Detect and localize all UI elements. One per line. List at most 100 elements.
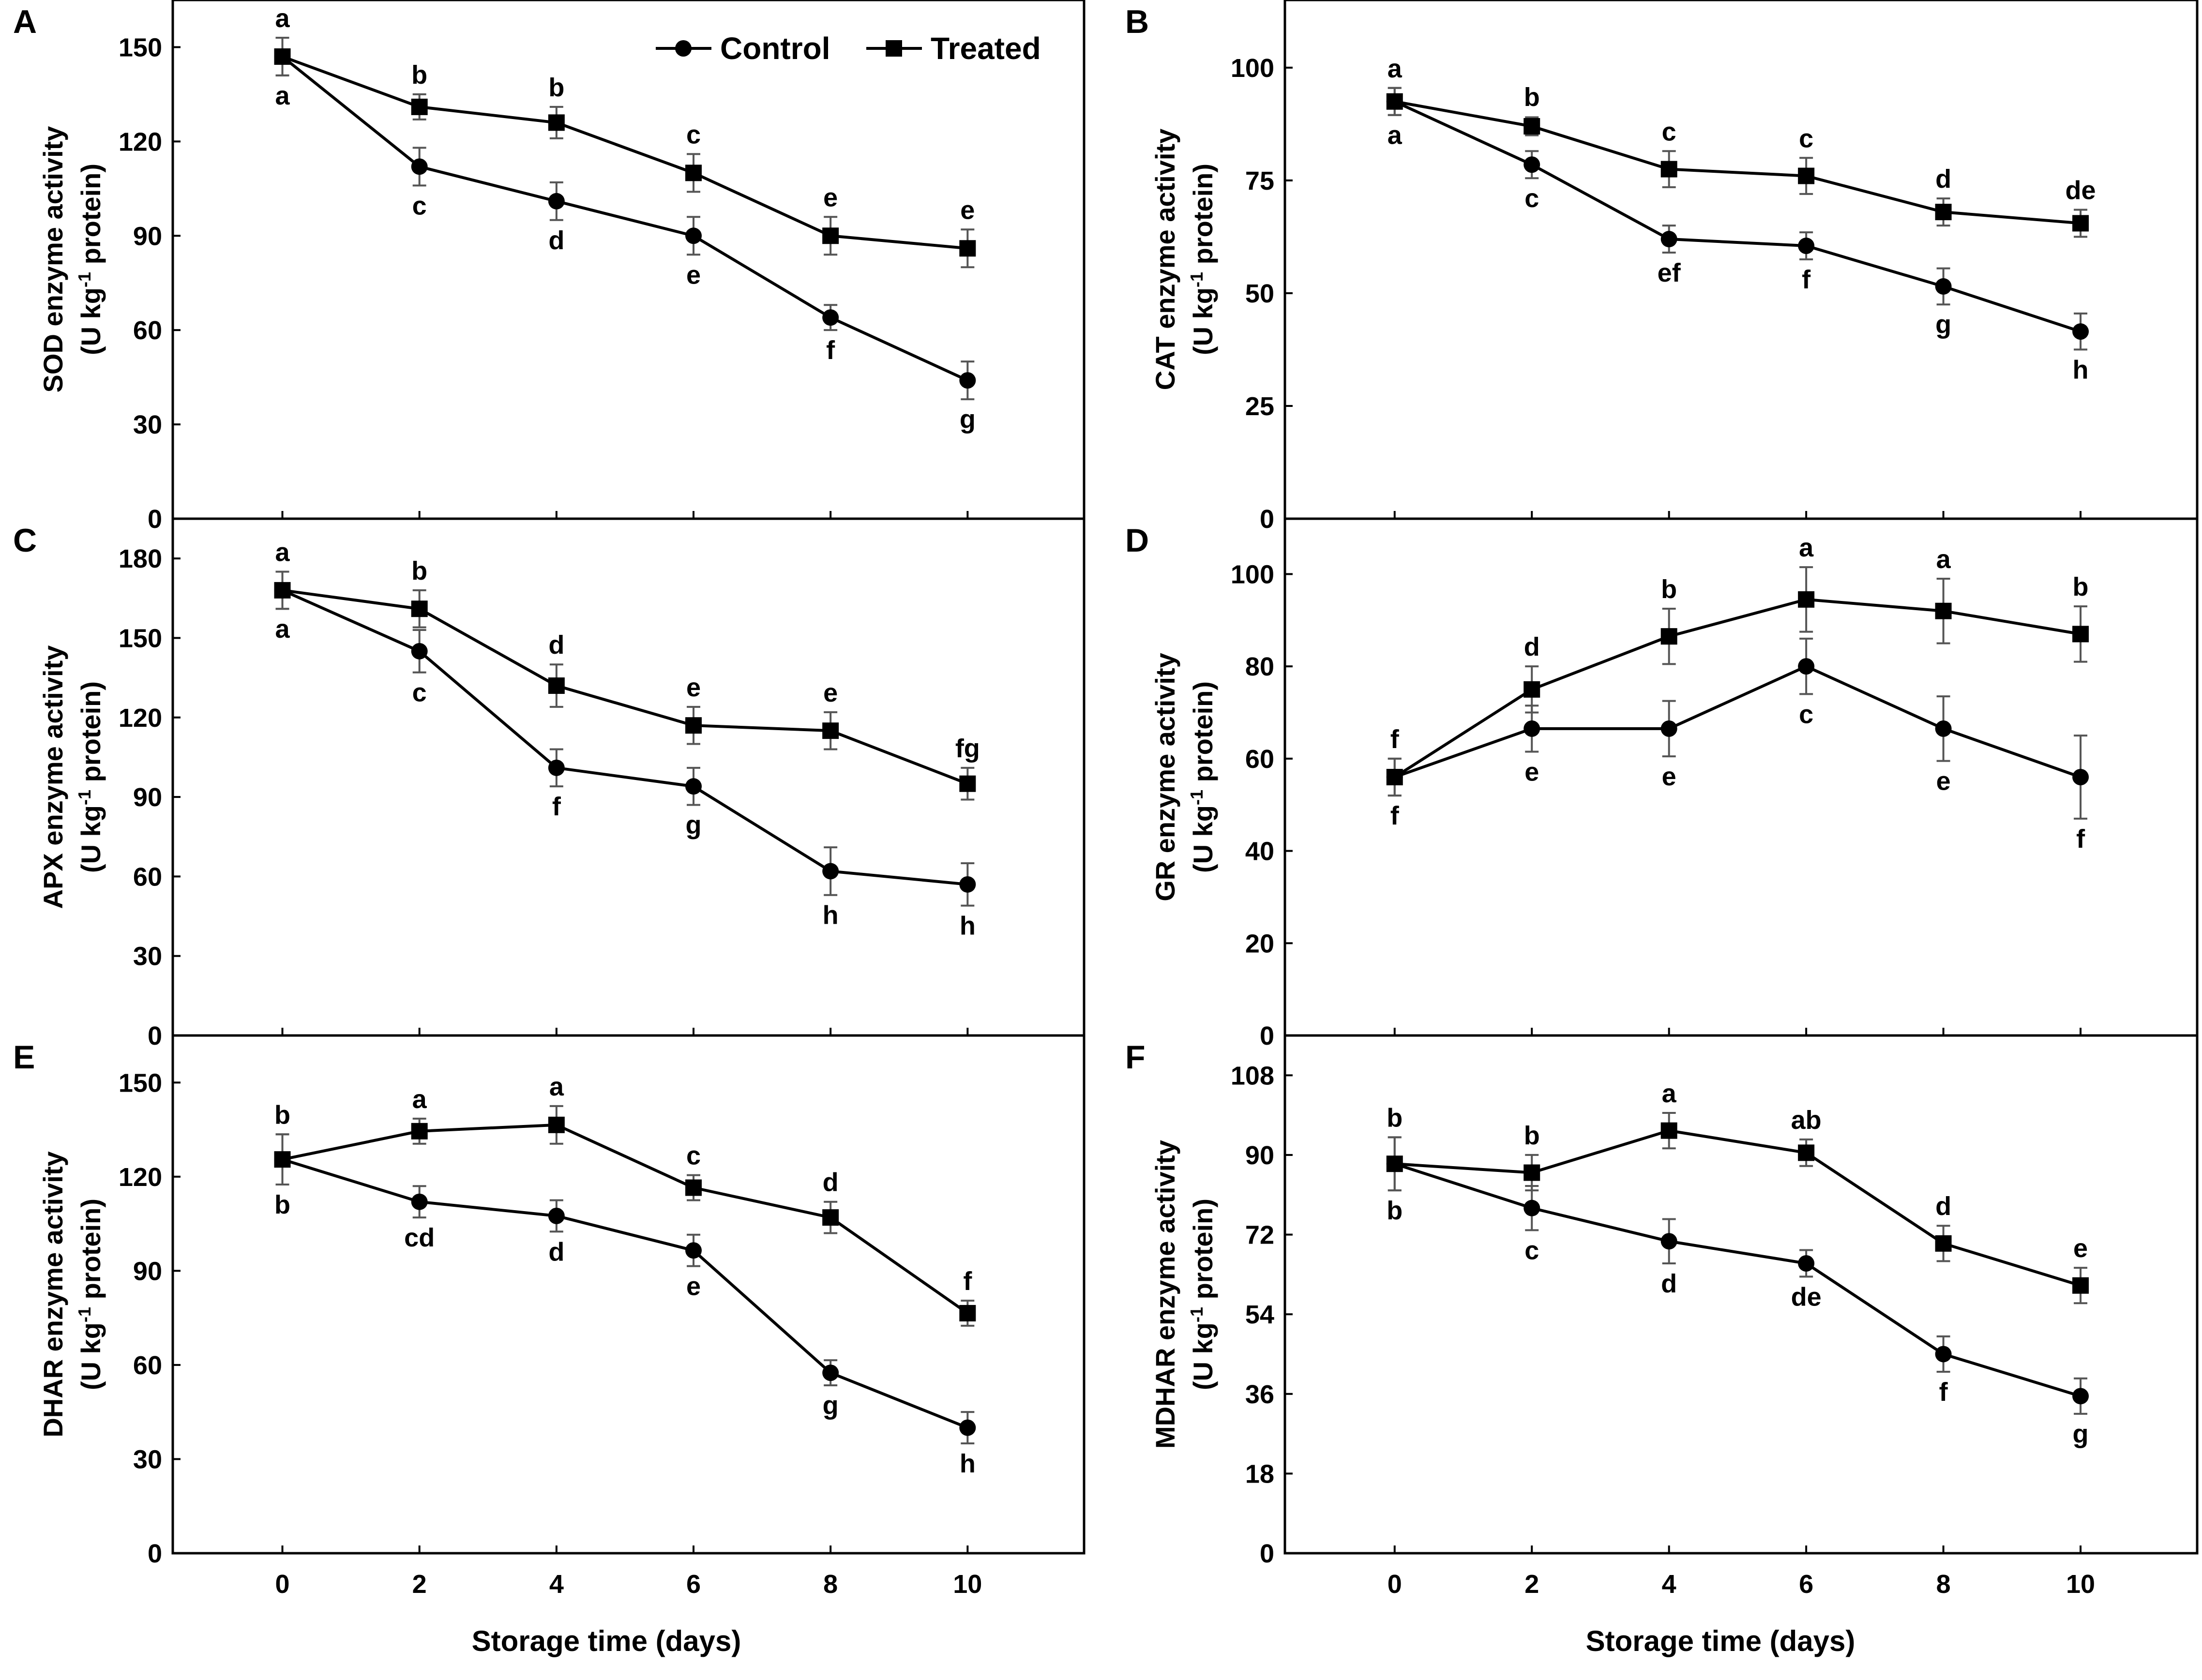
data-point-treated: [411, 98, 428, 115]
data-point-treated: [548, 677, 565, 694]
data-point-treated: [2072, 215, 2089, 232]
significance-letter: b: [274, 1100, 290, 1129]
significance-letter: a: [1662, 1079, 1677, 1108]
series-line: [1394, 1129, 2081, 1287]
y-tick-label: 100: [1231, 54, 1274, 83]
data-point-control: [822, 863, 839, 880]
data-point-treated: [1660, 628, 1677, 645]
panel-frame: [1283, 0, 2199, 520]
series-treated: a b b c e e: [274, 4, 976, 269]
y-tick-label: 60: [133, 1351, 162, 1380]
x-tick-label: 0: [1388, 1570, 1402, 1599]
x-tick-label: 0: [275, 1570, 290, 1599]
y-tick-label: 80: [1245, 652, 1274, 681]
y-tick-label: 108: [1231, 1061, 1274, 1090]
data-point-control: [1660, 1233, 1677, 1250]
significance-letter: b: [1387, 1103, 1403, 1132]
data-point-treated: [1935, 1235, 1952, 1252]
data-point-treated: [274, 1151, 291, 1168]
series-line: [1394, 664, 2081, 779]
x-tick-label: 4: [1662, 1570, 1676, 1599]
data-point-treated: [548, 114, 565, 131]
y-tick-label: 0: [148, 1021, 162, 1050]
significance-letter: b: [274, 1190, 290, 1219]
y-tick-label: 180: [119, 544, 162, 573]
y-tick-label: 120: [119, 127, 162, 156]
data-point-treated: [822, 722, 839, 739]
data-point-treated: [685, 1179, 702, 1196]
significance-letter: d: [548, 1237, 564, 1266]
data-point-control: [822, 309, 839, 326]
data-point-treated: [2072, 626, 2089, 643]
series-control: a c d e f g: [274, 36, 976, 434]
y-tick-label: 18: [1245, 1459, 1274, 1488]
x-tick-label: 8: [1936, 1570, 1951, 1599]
series-line: [1394, 100, 2081, 225]
data-point-treated: [685, 165, 702, 181]
significance-letter: a: [275, 4, 290, 33]
data-point-control: [1935, 1346, 1952, 1363]
panel-A: A 0 30 60 90 120 150 SOD enzyme activity (U kg-1…: [13, 0, 1086, 534]
y-tick-label: 0: [148, 1539, 162, 1568]
significance-letter: d: [1524, 632, 1540, 661]
panel-letter: C: [13, 522, 37, 559]
significance-letter: b: [411, 556, 427, 585]
y-axis-unit: (U kg-1 protein): [75, 164, 106, 355]
y-tick-label: 50: [1245, 279, 1274, 308]
panel-frame: [1283, 1034, 2199, 1555]
y-tick-label: 54: [1245, 1300, 1274, 1329]
y-axis-title: GR enzyme activity: [1150, 653, 1180, 901]
panel-letter: F: [1125, 1039, 1146, 1076]
significance-letter: a: [275, 615, 290, 644]
data-point-treated: [1798, 1144, 1815, 1161]
significance-letter: e: [823, 183, 838, 212]
significance-letter: a: [1388, 54, 1403, 83]
significance-letter: a: [1936, 545, 1951, 574]
significance-letter: g: [823, 1391, 839, 1420]
data-point-control: [1798, 238, 1815, 255]
x-tick-label: 2: [412, 1570, 427, 1599]
y-tick-label: 100: [1231, 560, 1274, 589]
data-point-control: [2072, 769, 2089, 785]
series-line: [282, 1123, 969, 1315]
significance-letter: b: [1387, 1196, 1403, 1225]
significance-letter: d: [548, 630, 564, 660]
significance-letter: c: [1799, 700, 1813, 729]
significance-letter: cd: [404, 1223, 435, 1252]
y-tick-label: 30: [133, 410, 162, 439]
y-tick-label: 90: [133, 783, 162, 812]
panel-letter: E: [13, 1039, 35, 1076]
data-point-control: [685, 227, 702, 244]
data-point-treated: [411, 1123, 428, 1140]
significance-letter: e: [686, 1272, 701, 1301]
data-point-control: [959, 876, 976, 893]
series-line: [281, 55, 968, 382]
y-tick-label: 90: [1245, 1141, 1274, 1170]
data-point-treated: [1523, 118, 1540, 135]
y-tick-label: 30: [133, 1445, 162, 1474]
significance-letter: c: [412, 678, 427, 707]
significance-letter: e: [823, 678, 838, 707]
data-point-treated: [822, 1209, 839, 1226]
significance-letter: e: [1524, 758, 1539, 787]
data-point-control: [822, 1365, 839, 1381]
significance-letter: c: [1799, 124, 1813, 153]
y-axis-unit: (U kg-1 protein): [75, 681, 106, 873]
y-tick-label: 75: [1245, 166, 1274, 195]
data-point-treated: [1523, 1164, 1540, 1181]
panel-B: B 0 25 50 75 100 CAT enzyme activity (U kg-1 pr…: [1125, 0, 2199, 534]
data-point-control: [959, 1419, 976, 1436]
significance-letter: e: [960, 195, 975, 225]
y-tick-label: 120: [119, 704, 162, 733]
legend-label-treated: Treated: [931, 31, 1041, 66]
data-point-treated: [822, 227, 839, 244]
significance-letter: b: [411, 60, 427, 90]
significance-letter: e: [686, 260, 701, 289]
significance-letter: f: [1390, 725, 1400, 754]
panel-letter: B: [1125, 3, 1149, 40]
data-point-treated: [274, 582, 291, 599]
significance-letter: h: [823, 901, 839, 930]
series-line: [1394, 598, 2081, 779]
significance-letter: e: [1936, 767, 1951, 796]
